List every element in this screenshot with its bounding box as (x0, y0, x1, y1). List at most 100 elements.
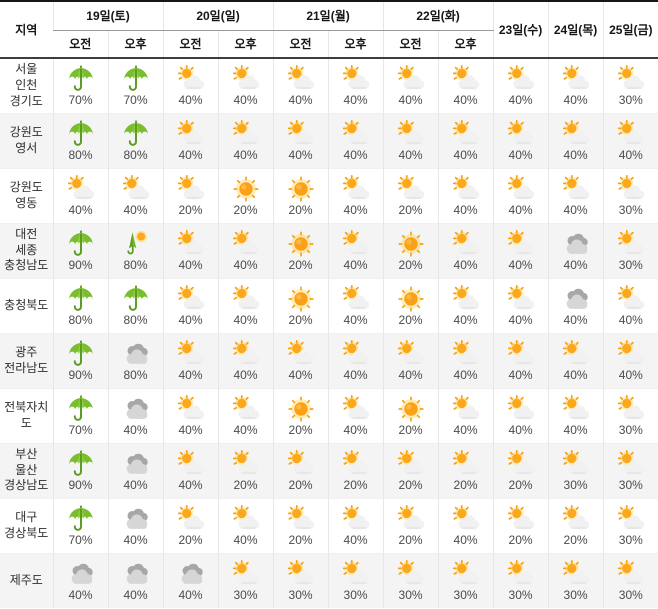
partly-cloudy-icon (506, 174, 536, 204)
partly-cloudy-icon (341, 559, 371, 589)
rain-umbrella-icon (66, 394, 96, 424)
precip-probability: 20% (233, 202, 258, 217)
rain-umbrella-icon (66, 229, 96, 259)
cloudy-icon (121, 339, 151, 369)
precip-probability: 40% (343, 147, 368, 162)
precip-probability: 40% (123, 202, 148, 217)
forecast-cell: 20% (382, 277, 439, 333)
partly-cloudy-icon (286, 64, 316, 94)
region-line: 전북자치도 (4, 399, 49, 430)
partly-cloudy-icon (231, 449, 261, 479)
sunny-icon (286, 229, 316, 259)
region-line: 영서 (15, 140, 38, 155)
forecast-cell: 30% (602, 442, 658, 498)
forecast-cell: 80% (107, 112, 164, 168)
forecast-cell: 40% (107, 442, 164, 498)
forecast-cell: 40% (492, 332, 549, 388)
forecast-cell: 30% (272, 552, 329, 608)
partly-cloudy-icon (451, 64, 481, 94)
region-line: 영동 (15, 195, 38, 210)
partly-cloudy-icon (231, 119, 261, 149)
partly-cloudy-icon (616, 284, 646, 314)
forecast-cell: 70% (52, 57, 108, 113)
forecast-cell: 40% (492, 277, 549, 333)
forecast-cell: 80% (52, 277, 108, 333)
day-header-tue: 22일(화) (382, 1, 494, 31)
rain-umbrella-icon (66, 449, 96, 479)
forecast-cell: 20% (272, 277, 329, 333)
partly-cloudy-icon (286, 559, 316, 589)
forecast-cell: 40% (217, 387, 274, 443)
precip-probability: 40% (343, 422, 368, 437)
am-header: 오전 (162, 30, 219, 58)
partly-cloudy-icon (341, 229, 371, 259)
precip-probability: 40% (123, 532, 148, 547)
pm-header: 오후 (217, 30, 274, 58)
precip-probability: 30% (563, 477, 588, 492)
region-line: 강원도 (9, 124, 43, 139)
region-label: 전북자치도 (0, 387, 53, 443)
precip-probability: 20% (343, 477, 368, 492)
precip-probability: 20% (563, 532, 588, 547)
partly-cloudy-icon (451, 119, 481, 149)
am-header: 오전 (53, 30, 108, 58)
precip-probability: 20% (288, 422, 313, 437)
precip-probability: 30% (563, 588, 588, 603)
region-label: 서울 인천 경기도 (0, 57, 53, 113)
forecast-row: 대구 경상북도 70% 40% 20% 40% 20% 40% 20% 40% 20% 20% 30% (0, 497, 658, 553)
forecast-cell: 40% (52, 552, 108, 608)
precip-probability: 20% (288, 477, 313, 492)
forecast-cell: 40% (272, 112, 329, 168)
precip-probability: 40% (508, 312, 533, 327)
precip-probability: 20% (398, 257, 423, 272)
forecast-cell: 20% (382, 497, 439, 553)
precip-probability: 30% (618, 532, 643, 547)
region-line: 전라남도 (4, 360, 49, 375)
precip-probability: 40% (398, 367, 423, 382)
forecast-cell: 20% (547, 497, 604, 553)
precip-probability: 30% (618, 257, 643, 272)
forecast-cell: 20% (217, 167, 274, 223)
forecast-table-body: 서울 인천 경기도 70% 70% 40% 40% 40% 40% 40% 40% 40% 40% 30%… (0, 57, 658, 608)
header-row-ampm: 오전 오후 오전 오후 오전 오후 오전 오후 (0, 30, 658, 58)
partly-cloudy-icon (506, 119, 536, 149)
forecast-cell: 40% (272, 332, 329, 388)
forecast-cell: 30% (492, 552, 549, 608)
forecast-row: 서울 인천 경기도 70% 70% 40% 40% 40% 40% 40% 40% 40% 40% 30% (0, 57, 658, 113)
region-line: 경기도 (9, 93, 43, 108)
precip-probability: 40% (233, 367, 258, 382)
precip-probability: 40% (398, 147, 423, 162)
precip-probability: 40% (343, 93, 368, 108)
precip-probability: 40% (343, 312, 368, 327)
cloudy-icon (121, 449, 151, 479)
precip-probability: 30% (288, 588, 313, 603)
region-line: 광주 (15, 344, 38, 359)
forecast-cell: 70% (107, 57, 164, 113)
precip-probability: 40% (343, 257, 368, 272)
precip-probability: 80% (68, 147, 93, 162)
am-header: 오전 (272, 30, 329, 58)
forecast-cell: 80% (107, 222, 164, 278)
partly-cloudy-icon (561, 64, 591, 94)
precip-probability: 30% (398, 588, 423, 603)
precip-probability: 20% (178, 532, 203, 547)
forecast-cell: 40% (327, 57, 384, 113)
sunny-icon (396, 394, 426, 424)
precip-probability: 40% (123, 588, 148, 603)
forecast-cell: 40% (492, 112, 549, 168)
region-line: 울산 (15, 462, 38, 477)
partly-cloudy-icon (176, 504, 206, 534)
partly-cloudy-icon (506, 339, 536, 369)
precip-probability: 40% (508, 93, 533, 108)
forecast-cell: 80% (107, 332, 164, 388)
forecast-cell: 40% (437, 112, 494, 168)
precip-probability: 40% (178, 422, 203, 437)
forecast-cell: 30% (602, 57, 658, 113)
precip-probability: 40% (618, 367, 643, 382)
precip-probability: 90% (68, 477, 93, 492)
forecast-cell: 30% (547, 442, 604, 498)
forecast-row: 대전 세종 충청남도 90% 80% 40% 40% 20% 40% 20% 40% 40% 40% 30… (0, 222, 658, 278)
forecast-cell: 30% (437, 552, 494, 608)
forecast-cell: 30% (602, 222, 658, 278)
partly-cloudy-icon (506, 229, 536, 259)
